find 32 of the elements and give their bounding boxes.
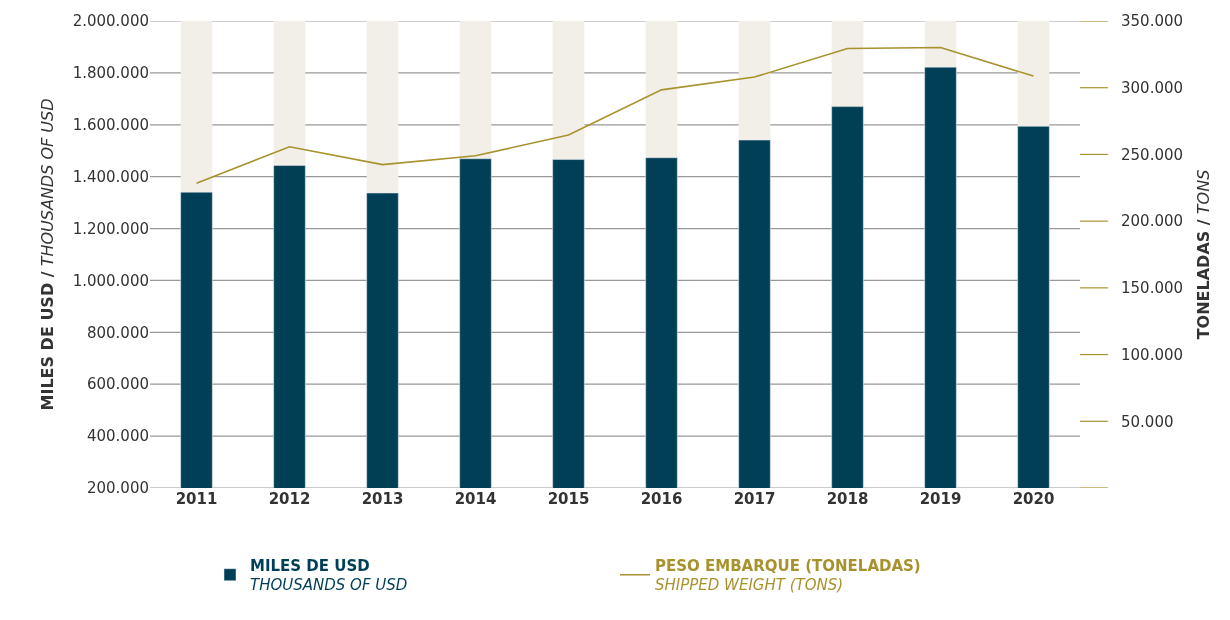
y2-tick-label: 200.000 [1121,212,1184,231]
y-tick-label: 200.000 [86,479,149,498]
x-tick-label: 2015 [547,490,590,508]
y-tick-label: 1.400.000 [72,167,149,186]
y2-tick-label: 100.000 [1121,345,1184,364]
y-tick-label: 1.600.000 [72,116,149,135]
y2-tick-label: 250.000 [1121,145,1184,164]
x-tick-label: 2020 [1012,490,1055,508]
x-tick-label: 2016 [640,490,683,508]
y-tick-label: 1.200.000 [72,219,149,238]
y-axis-title: MILES DE USD / THOUSANDS OF USD [37,98,57,411]
x-tick-label: 2017 [733,490,776,508]
y-tick-label: 400.000 [86,427,149,446]
y-tick-label: 600.000 [86,375,149,394]
x-tick-label: 2018 [826,490,869,508]
line-series [195,46,1035,185]
y-tick-label: 1.000.000 [72,271,149,290]
x-tick-label: 2019 [919,490,962,508]
x-tick-label: 2012 [268,490,311,508]
y2-axis-title: TONELADAS / TONS [1193,169,1213,340]
y-tick-label: 2.000.000 [72,12,149,31]
y-tick-label: 1.800.000 [72,64,149,83]
y2-tick-label: 150.000 [1121,279,1184,298]
x-tick-label: 2011 [175,490,218,508]
y2-tick-label: 300.000 [1121,78,1184,97]
x-tick-label: 2014 [454,490,497,508]
legend-label: MILES DE USD THOUSANDS OF USD [250,556,408,595]
y2-tick-label: 350.000 [1121,12,1184,31]
x-tick-label: 2013 [361,490,404,508]
legend-label: PESO EMBARQUE (TONELADAS) SHIPPED WEIGHT (TONS) [655,556,921,595]
y-tick-label: 800.000 [86,323,149,342]
y2-tick-label: 50.000 [1121,412,1174,431]
